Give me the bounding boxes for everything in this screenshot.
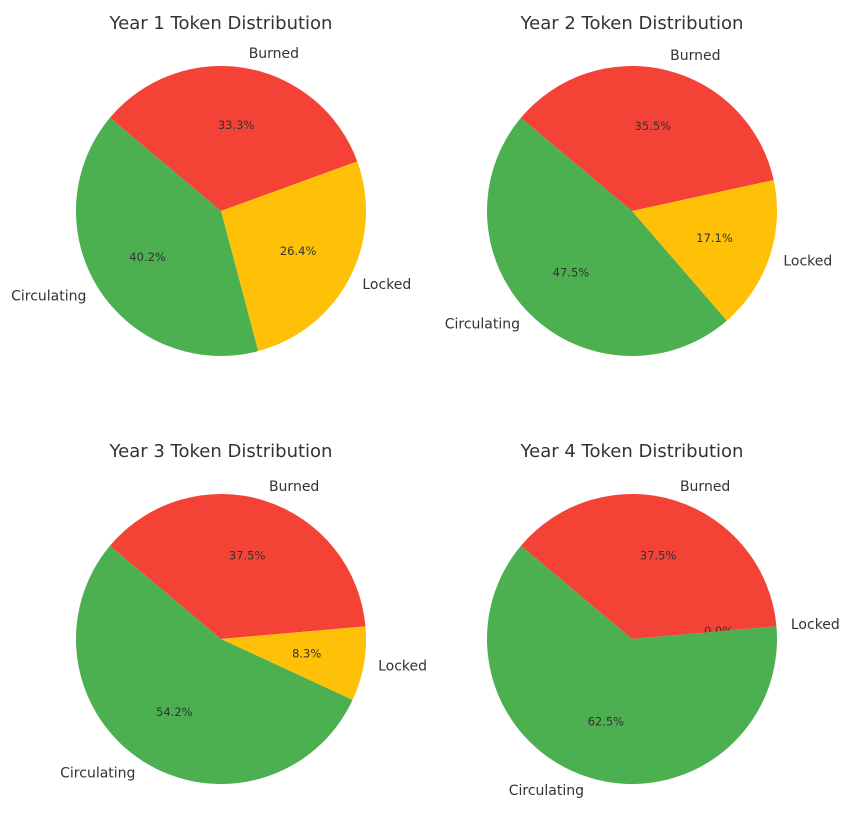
- percent-label-locked: 17.1%: [696, 231, 733, 245]
- slice-label-burned: Burned: [680, 479, 730, 495]
- pie-chart-year-4: Year 4 Token Distribution Burned 37.5% Lock…: [487, 441, 840, 799]
- slice-label-circulating: Circulating: [445, 317, 520, 333]
- percent-label-locked: 8.3%: [292, 647, 321, 661]
- percent-label-circulating: 54.2%: [156, 705, 193, 719]
- pie-slice-burned: [109, 493, 366, 639]
- pie-chart-year-1: Year 1 Token Distribution Burned 33.3% Lock…: [11, 13, 411, 357]
- pie-slice-locked: [632, 180, 778, 321]
- percent-label-circulating: 62.5%: [588, 714, 625, 728]
- chart-title: Year 1 Token Distribution: [109, 13, 333, 34]
- slice-label-locked: Locked: [378, 659, 427, 675]
- percent-label-burned: 37.5%: [229, 549, 266, 563]
- slice-label-locked: Locked: [791, 617, 840, 633]
- pie-slice-burned: [109, 65, 358, 211]
- slice-label-burned: Burned: [249, 46, 299, 62]
- pie-slice-burned: [520, 493, 777, 639]
- pie-slice-circulating: [75, 545, 353, 785]
- pie-slice-locked: [221, 626, 367, 700]
- slice-label-burned: Burned: [670, 48, 720, 64]
- pie-slice-circulating: [487, 545, 778, 784]
- slice-label-circulating: Circulating: [11, 289, 86, 305]
- percent-label-burned: 37.5%: [640, 549, 677, 563]
- pie-slice-circulating: [75, 117, 259, 357]
- slice-label-burned: Burned: [269, 479, 319, 495]
- pie-chart-year-2: Year 2 Token Distribution Burned 35.5% Lock…: [445, 13, 832, 357]
- pie-slice-circulating: [486, 117, 727, 357]
- percent-label-locked: 26.4%: [280, 244, 317, 258]
- pie-chart-year-3: Year 3 Token Distribution Burned 37.5% Lock…: [60, 441, 427, 785]
- slice-label-locked: Locked: [362, 277, 411, 293]
- percent-label-circulating: 47.5%: [553, 265, 590, 279]
- slice-label-locked: Locked: [783, 253, 832, 269]
- chart-title: Year 4 Token Distribution: [520, 441, 744, 462]
- percent-label-burned: 33.3%: [218, 118, 255, 132]
- pie-slice-burned: [520, 65, 774, 211]
- percent-label-circulating: 40.2%: [129, 250, 166, 264]
- percent-label-burned: 35.5%: [635, 119, 672, 133]
- slice-label-circulating: Circulating: [60, 766, 135, 782]
- slice-label-circulating: Circulating: [509, 783, 584, 799]
- chart-title: Year 2 Token Distribution: [520, 13, 744, 34]
- pie-slice-locked: [221, 161, 367, 352]
- chart-title: Year 3 Token Distribution: [109, 441, 333, 462]
